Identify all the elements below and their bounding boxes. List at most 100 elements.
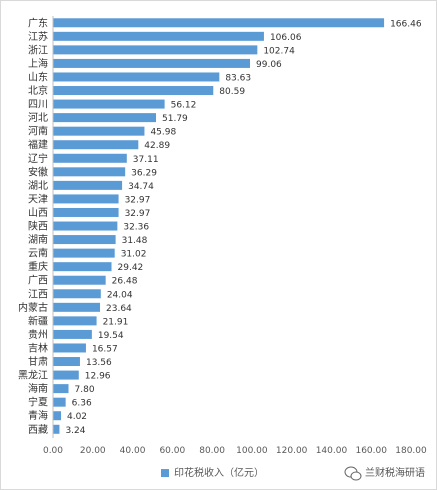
value-label: 29.42 xyxy=(118,263,144,273)
value-label: 13.56 xyxy=(86,358,112,368)
bar xyxy=(53,289,101,299)
category-label: 安徽 xyxy=(28,165,48,178)
category-label: 青海 xyxy=(28,409,48,422)
value-label: 19.54 xyxy=(98,331,124,341)
value-label: 83.63 xyxy=(225,73,251,83)
bars-group xyxy=(53,18,385,434)
category-label: 山东 xyxy=(28,70,48,83)
value-label: 31.02 xyxy=(121,250,147,260)
value-label: 21.91 xyxy=(103,317,129,327)
bar xyxy=(53,235,116,245)
x-tick-label: 60.00 xyxy=(159,446,185,456)
watermark-text: 兰财税海研语 xyxy=(365,466,425,479)
value-label: 166.46 xyxy=(390,19,422,29)
x-tick-label: 120.00 xyxy=(276,446,308,456)
value-label: 3.24 xyxy=(65,426,85,436)
bar xyxy=(53,248,115,258)
value-label: 106.06 xyxy=(270,33,302,43)
wechat-icon xyxy=(344,466,362,481)
bar xyxy=(53,86,214,96)
bar xyxy=(53,343,86,353)
value-label: 4.02 xyxy=(67,412,87,422)
bar xyxy=(53,262,112,272)
category-label: 广东 xyxy=(28,16,48,29)
value-label: 26.48 xyxy=(112,277,138,287)
category-label: 西藏 xyxy=(28,424,48,436)
bar xyxy=(53,329,92,339)
category-label: 贵州 xyxy=(28,328,48,341)
value-label: 32.36 xyxy=(123,223,149,233)
value-label: 99.06 xyxy=(256,60,282,70)
legend-label: 印花税收入（亿元） xyxy=(174,466,264,479)
value-label: 7.80 xyxy=(75,385,95,395)
category-label: 天津 xyxy=(28,193,48,205)
value-label: 42.89 xyxy=(144,141,170,151)
value-label: 6.36 xyxy=(72,399,92,409)
category-label: 内蒙古 xyxy=(18,301,48,314)
x-tick-label: 160.00 xyxy=(355,446,387,456)
bar xyxy=(53,221,118,231)
category-label: 河南 xyxy=(28,125,48,138)
bar xyxy=(53,31,264,41)
bar xyxy=(53,384,69,394)
bar xyxy=(53,302,101,312)
value-labels-group: 166.46 106.06 102.74 99.06 83.63 80.59 56.12 51… xyxy=(65,19,422,436)
x-tick-labels-group: 0.00 20.00 40.00 60.00 80.00 100.00 120.00 140.… xyxy=(43,446,427,456)
x-tick-label: 80.00 xyxy=(199,446,225,456)
value-label: 32.97 xyxy=(125,209,151,219)
category-label: 宁夏 xyxy=(28,396,48,409)
value-label: 37.11 xyxy=(133,155,159,165)
category-label: 四川 xyxy=(28,100,48,111)
value-label: 34.74 xyxy=(128,182,154,192)
category-label: 山西 xyxy=(28,207,48,219)
bar xyxy=(53,72,220,82)
bar xyxy=(53,126,145,136)
x-tick-label: 0.00 xyxy=(43,446,63,456)
bar xyxy=(53,45,258,55)
category-label: 湖南 xyxy=(28,233,48,246)
category-labels-group: 广东江苏浙江上海山东北京四川河北河南福建辽宁安徽湖北天津山西陕西湖南云南重庆广西… xyxy=(18,16,48,436)
category-label: 辽宁 xyxy=(28,152,48,165)
bar xyxy=(53,167,126,177)
category-label: 海南 xyxy=(28,382,48,395)
category-label: 北京 xyxy=(28,84,48,97)
category-label: 陕西 xyxy=(28,220,48,233)
bar xyxy=(53,275,106,285)
category-label: 甘肃 xyxy=(28,355,48,368)
bar xyxy=(53,316,97,326)
value-label: 23.64 xyxy=(106,304,132,314)
value-label: 31.48 xyxy=(122,236,148,246)
value-label: 16.57 xyxy=(92,344,118,354)
bar xyxy=(53,207,119,217)
value-label: 36.29 xyxy=(131,168,157,178)
category-label: 黑龙江 xyxy=(18,369,48,382)
category-label: 上海 xyxy=(28,57,48,70)
bar xyxy=(53,58,251,68)
bar xyxy=(53,370,79,380)
category-label: 云南 xyxy=(28,247,48,260)
x-tick-label: 40.00 xyxy=(120,446,146,456)
category-label: 湖北 xyxy=(28,180,48,192)
category-label: 福建 xyxy=(28,138,48,151)
value-label: 32.97 xyxy=(125,195,151,205)
bar xyxy=(53,140,139,150)
category-label: 吉林 xyxy=(28,341,48,354)
bar xyxy=(53,153,127,163)
bar xyxy=(53,411,61,421)
bar xyxy=(53,397,66,407)
legend-swatch xyxy=(161,469,169,478)
bar xyxy=(53,424,60,434)
x-tick-label: 100.00 xyxy=(236,446,268,456)
value-label: 45.98 xyxy=(150,128,176,138)
bar xyxy=(53,194,119,204)
value-label: 102.74 xyxy=(263,46,295,56)
category-label: 浙江 xyxy=(28,44,48,56)
value-label: 56.12 xyxy=(171,101,197,111)
category-label: 河北 xyxy=(28,112,48,124)
value-label: 24.04 xyxy=(107,290,133,300)
category-label: 重庆 xyxy=(28,260,48,273)
category-label: 广西 xyxy=(28,275,48,287)
value-label: 51.79 xyxy=(162,114,188,124)
